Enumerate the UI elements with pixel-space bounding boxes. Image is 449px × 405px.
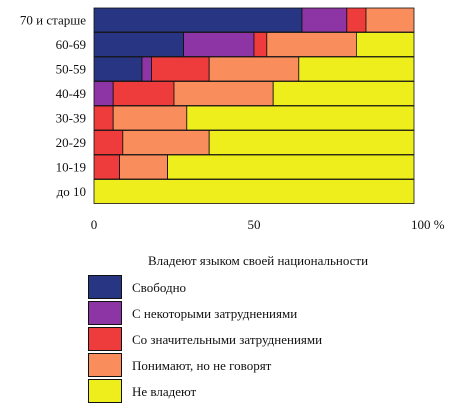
legend-swatch <box>88 327 122 351</box>
y-tick-label: 10-19 <box>56 160 86 175</box>
bar-segment <box>93 105 114 131</box>
legend-item: Не владеют <box>88 379 428 404</box>
bar-segment <box>151 56 210 82</box>
bar-segment <box>167 154 415 180</box>
legend-label: Свободно <box>132 280 187 295</box>
bars-group <box>93 7 415 204</box>
x-axis-labels: 0 50 100 % <box>91 217 445 232</box>
bar-segment <box>253 32 268 57</box>
bar-segment <box>93 154 121 180</box>
legend-label: С некоторыми затруднениями <box>132 306 298 321</box>
bar-segment <box>183 32 255 57</box>
bar-segment <box>112 105 188 131</box>
legend-item: Со значительными затруднениями <box>88 327 428 352</box>
bar-segment <box>112 81 175 106</box>
legend-item: Свободно <box>88 275 428 300</box>
legend-item: С некоторыми затруднениями <box>88 301 428 326</box>
legend-swatch <box>88 353 122 377</box>
bar-segment <box>119 154 168 180</box>
bar-segment <box>355 32 415 57</box>
bar-segment <box>301 7 348 33</box>
y-tick-label: 60-69 <box>56 37 86 52</box>
bar-segment <box>93 179 415 204</box>
bar-segment <box>122 130 210 155</box>
bar-segment <box>141 56 152 82</box>
legend-title: Владеют языком своей национальности <box>148 253 369 268</box>
y-tick-label: до 10 <box>57 184 86 199</box>
legend-label: Со значительными затруднениями <box>132 332 323 347</box>
bar-segment <box>186 105 415 131</box>
y-tick-label: 20-29 <box>56 135 86 150</box>
legend-item: Понимают, но не говорят <box>88 353 428 378</box>
y-tick-label: 70 и старше <box>20 13 86 28</box>
bar-segment <box>173 81 274 106</box>
legend-swatch <box>88 379 122 403</box>
bar-segment <box>93 56 143 82</box>
bar-segment <box>272 81 415 106</box>
y-tick-label: 30-39 <box>56 111 86 126</box>
stacked-bar-chart: 70 и старше 60-69 50-59 40-49 30-39 20-29 10-1… <box>20 7 445 232</box>
bar-segment <box>93 130 124 155</box>
bar-segment <box>298 56 415 82</box>
bar-segment <box>266 32 357 57</box>
legend: Свободно С некоторыми затруднениями Со зна… <box>88 275 428 405</box>
bar-segment <box>208 56 300 82</box>
y-tick-label: 40-49 <box>56 86 86 101</box>
x-tick-label: 0 <box>91 217 98 232</box>
bar-segment <box>208 130 415 155</box>
bar-segment <box>346 7 367 33</box>
bar-segment <box>93 32 184 57</box>
bar-segment <box>93 81 114 106</box>
bar-segment <box>365 7 415 33</box>
y-axis-labels: 70 и старше 60-69 50-59 40-49 30-39 20-29 10-1… <box>20 13 86 200</box>
legend-label: Понимают, но не говорят <box>132 358 272 373</box>
x-tick-label: 100 % <box>411 217 445 232</box>
bar-segment <box>93 7 303 33</box>
x-tick-label: 50 <box>248 217 261 232</box>
legend-label: Не владеют <box>132 384 197 399</box>
y-tick-label: 50-59 <box>56 62 86 77</box>
legend-swatch <box>88 301 122 325</box>
legend-swatch <box>88 275 122 299</box>
